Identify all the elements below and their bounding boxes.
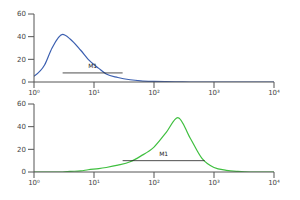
svg-text:10⁴: 10⁴	[268, 89, 280, 97]
svg-text:0: 0	[22, 168, 26, 176]
svg-text:10³: 10³	[208, 89, 220, 97]
svg-text:20: 20	[17, 146, 26, 154]
svg-text:10⁴: 10⁴	[268, 179, 280, 187]
svg-text:60: 60	[17, 100, 26, 108]
svg-text:10¹: 10¹	[88, 89, 100, 97]
svg-text:0: 0	[22, 78, 26, 86]
svg-text:10³: 10³	[208, 179, 220, 187]
svg-text:10¹: 10¹	[88, 179, 100, 187]
svg-text:10⁰: 10⁰	[28, 179, 40, 187]
svg-text:40: 40	[17, 33, 26, 41]
svg-text:20: 20	[17, 56, 26, 64]
svg-text:M1: M1	[88, 62, 97, 69]
svg-text:10⁰: 10⁰	[28, 89, 40, 97]
svg-text:10²: 10²	[148, 179, 160, 187]
svg-text:10²: 10²	[148, 89, 160, 97]
svg-text:M1: M1	[159, 150, 168, 157]
svg-text:60: 60	[17, 10, 26, 18]
svg-text:40: 40	[17, 123, 26, 131]
